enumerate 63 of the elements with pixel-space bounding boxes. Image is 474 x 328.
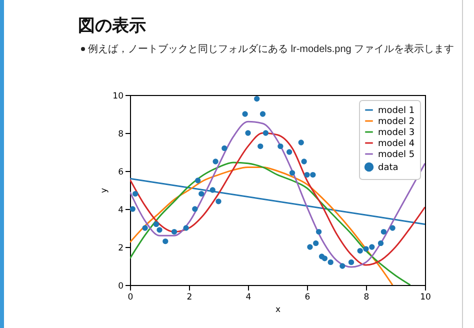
x-tick-label: 6 [304,292,310,302]
point [198,190,204,197]
point [242,111,248,117]
point [260,111,266,117]
point [304,172,310,178]
y-axis-title: y [100,188,110,194]
point [316,228,322,235]
point [212,158,218,164]
x-tick-label: 4 [246,292,252,302]
point [340,263,346,269]
point [363,246,369,252]
x-tick-label: 2 [186,292,192,302]
point [258,143,264,150]
point [307,244,313,250]
point [195,178,201,184]
y-tick-label: 2 [118,244,124,254]
point [162,238,168,244]
legend-label: model 2 [378,117,415,127]
point [348,259,354,266]
point [216,198,222,204]
x-tick-label: 0 [128,292,134,302]
point [289,170,296,176]
point [357,248,363,254]
point [378,240,384,246]
point [313,240,319,246]
point [210,187,216,193]
y-tick-label: 0 [118,282,124,292]
point [262,130,269,136]
point [278,143,284,150]
point [222,145,228,152]
y-tick-label: 4 [118,206,124,216]
point [380,228,387,235]
legend-label: model 3 [378,128,415,138]
point [153,221,160,228]
x-axis-title: x [275,305,281,315]
point [254,96,260,102]
legend-label: model 1 [378,106,415,116]
legend-label: model 5 [378,150,415,160]
point [142,225,148,231]
point [192,206,198,212]
y-tick-label: 6 [118,168,124,178]
legend-label: data [378,163,398,173]
point [132,190,138,197]
point [156,227,162,233]
x-tick-label: 8 [364,292,370,302]
point [183,225,189,231]
point [286,149,292,155]
y-tick-label: 10 [112,92,124,102]
point [301,158,307,164]
point [245,130,251,136]
point [390,225,396,231]
point [171,228,178,235]
point [328,259,334,266]
y-tick-label: 8 [118,130,124,140]
point [130,206,136,212]
legend-label: model 4 [378,139,415,149]
point [322,256,328,262]
point [298,140,304,146]
point [310,172,316,178]
x-tick-label: 10 [420,292,431,302]
chart-title: 図の表示 [78,15,146,37]
chart-subtitle: 例えば，ノートブックと同じフォルダにある lr-models.png ファイルを表示します [88,42,454,56]
point [369,244,375,250]
